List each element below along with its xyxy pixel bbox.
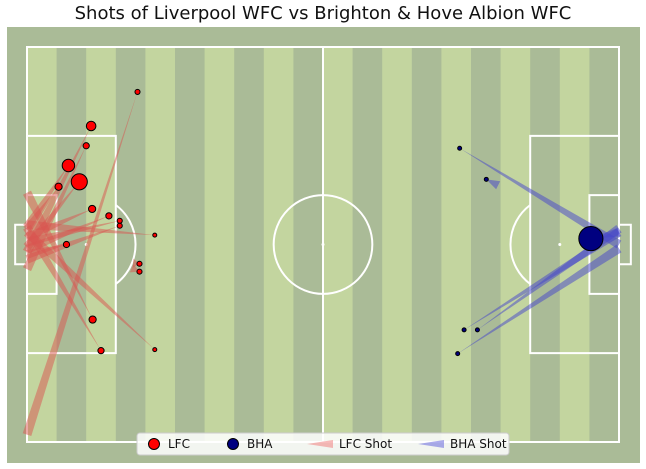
lfc-shot-point: [85, 120, 97, 132]
grass-stripe: [204, 47, 235, 442]
legend: LFC BHA LFC Shot BHA Shot: [136, 432, 510, 456]
lfc-shot-arrow: [23, 165, 69, 230]
legend-label: BHA Shot: [450, 437, 507, 451]
grass-stripe: [263, 47, 294, 442]
legend-label: BHA: [247, 437, 273, 451]
bha-shot-point: [483, 176, 489, 182]
shot-arrows: [22, 91, 622, 436]
bha-shot-point: [455, 351, 461, 357]
grass-stripe: [500, 47, 531, 442]
lfc-shot-point: [136, 268, 143, 275]
lfc-shot-point: [70, 173, 88, 191]
bha-shot-arrow: [486, 179, 501, 190]
bha-shot-point: [578, 226, 604, 252]
grass-stripe: [382, 47, 412, 442]
lfc-shot-point: [152, 347, 158, 353]
lfc-shot-arrow: [25, 244, 67, 259]
legend-arrow-3: [418, 440, 444, 448]
lfc-shot-point: [134, 88, 141, 95]
left-penalty-arc: [115, 204, 137, 285]
lfc-shot-point: [54, 182, 63, 191]
lfc-shot-arrow: [23, 190, 93, 320]
chart-title: Shots of Liverpool WFC vs Brighton & Hov…: [74, 3, 572, 24]
right-penalty-spot: [558, 243, 562, 246]
lfc-shot-point: [61, 158, 76, 173]
centre-spot: [321, 243, 325, 246]
legend-marker-lfc: [148, 438, 160, 450]
grass-stripe: [323, 47, 353, 442]
lfc-shot-point: [88, 204, 97, 214]
shot-points: [54, 88, 604, 357]
lfc-shot-arrow: [26, 220, 155, 236]
lfc-shot-arrow: [23, 224, 101, 351]
grass-stripe: [145, 47, 175, 442]
lfc-shot-point: [116, 222, 123, 229]
legend-label: LFC: [168, 437, 190, 451]
bha-shot-point: [461, 327, 467, 333]
lfc-shot-arrow: [23, 228, 155, 350]
lfc-shot-point: [152, 232, 158, 238]
bha-shot-point: [457, 145, 463, 151]
lfc-shot-point: [88, 315, 97, 324]
bha-shot-arrow: [457, 244, 622, 354]
legend-marker-bha: [227, 438, 239, 450]
right-penalty-arc: [509, 204, 531, 285]
lfc-shot-point: [105, 212, 113, 220]
grass-stripe: [86, 47, 116, 442]
lfc-shot-point: [116, 217, 123, 224]
centre-circle: [272, 194, 374, 295]
legend-label: LFC Shot: [339, 437, 392, 451]
bha-shot-arrow: [477, 225, 622, 330]
bha-shot-arrow: [459, 148, 622, 249]
legend-arrow-2: [307, 440, 333, 448]
lfc-shot-point: [136, 260, 143, 267]
lfc-shot-arrow: [22, 91, 138, 436]
lfc-shot-point: [62, 240, 71, 249]
bha-shot-point: [474, 327, 480, 333]
grass-stripe: [441, 47, 471, 442]
lfc-shot-point: [82, 142, 90, 150]
lfc-shot-point: [97, 347, 105, 355]
